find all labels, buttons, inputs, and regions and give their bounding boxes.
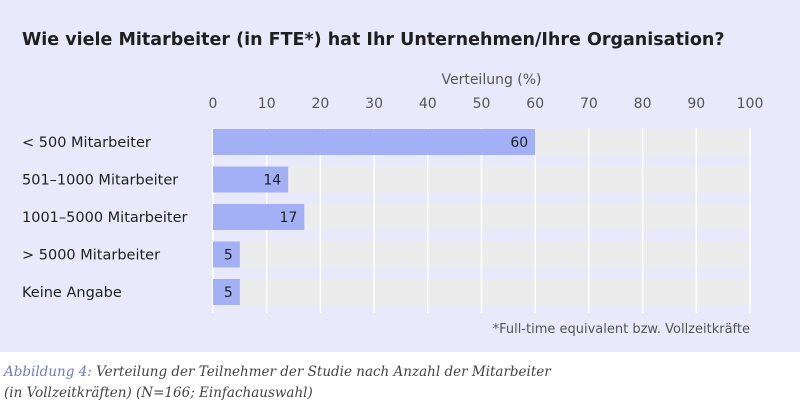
category-label: 501–1000 Mitarbeiter (22, 173, 178, 189)
bar (213, 279, 240, 305)
data-label: 14 (263, 173, 281, 189)
bar (213, 129, 536, 155)
category-label: > 5000 Mitarbeiter (22, 248, 160, 264)
data-label: 5 (224, 285, 233, 301)
bar-chart: Verteilung (%) 0 10 20 30 40 50 60 70 80 90 100 < 50… (22, 72, 764, 313)
bar (213, 241, 240, 268)
x-tick-label: 60 (526, 96, 544, 112)
bar (213, 204, 305, 230)
x-tick-label: 80 (634, 96, 652, 112)
x-tick-label: 0 (209, 96, 218, 112)
category-label: Keine Angabe (22, 285, 122, 301)
x-axis-label: Verteilung (%) (441, 72, 541, 88)
data-label: 17 (279, 210, 297, 226)
category-label: < 500 Mitarbeiter (22, 135, 151, 151)
data-label: 5 (224, 248, 233, 264)
bar (213, 166, 289, 193)
x-tick-label: 30 (365, 96, 383, 112)
x-tick-label: 20 (311, 96, 329, 112)
caption-prefix: Abbildung 4: (4, 364, 92, 380)
x-tick-label: 10 (258, 96, 276, 112)
caption-text: Verteilung der Teilnehmer der Studie nac… (91, 364, 551, 380)
caption-line2: (in Vollzeitkräften) (N=166; Einfachausw… (4, 385, 313, 401)
chart-footnote: *Full-time equivalent bzw. Vollzeitkräft… (492, 322, 750, 337)
x-tick-label: 70 (580, 96, 598, 112)
chart-title: Wie viele Mitarbeiter (in FTE*) hat Ihr … (22, 30, 725, 50)
x-tick-label: 100 (737, 96, 764, 112)
category-label: 1001–5000 Mitarbeiter (22, 210, 187, 226)
x-tick-label: 90 (687, 96, 705, 112)
data-label: 60 (510, 135, 528, 151)
x-tick-label: 40 (419, 96, 437, 112)
x-tick-label: 50 (473, 96, 491, 112)
figure-caption: Abbildung 4: Verteilung der Teilnehmer d… (4, 362, 794, 404)
